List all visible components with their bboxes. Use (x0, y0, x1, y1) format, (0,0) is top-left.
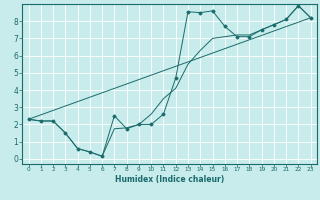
X-axis label: Humidex (Indice chaleur): Humidex (Indice chaleur) (115, 175, 224, 184)
